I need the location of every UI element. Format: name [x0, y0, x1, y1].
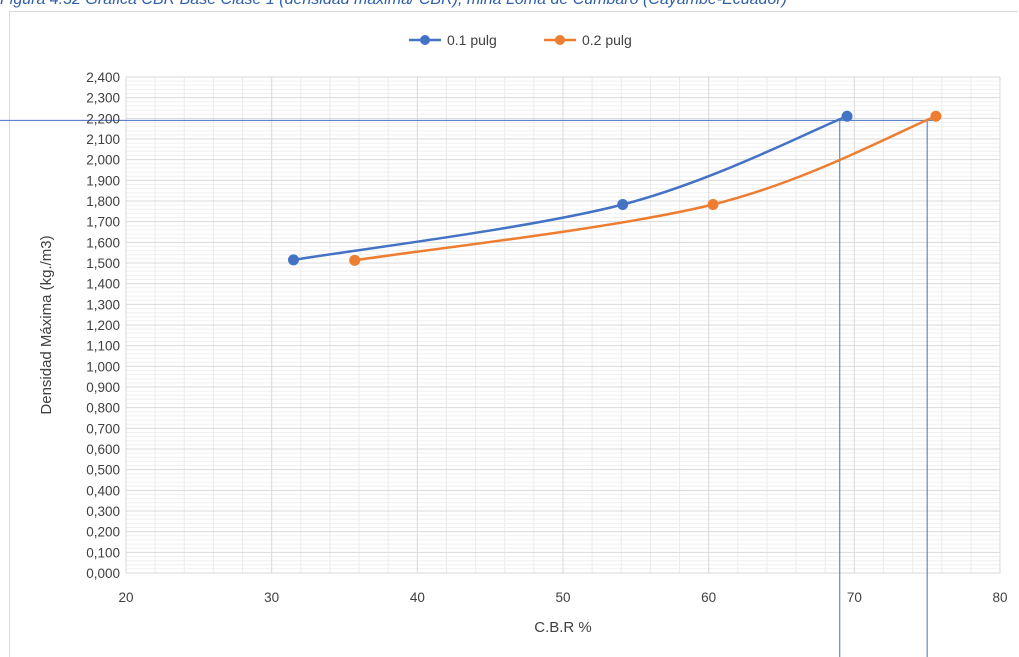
y-tick-label: 1,100 [86, 339, 120, 354]
y-tick-label: 2,000 [86, 153, 120, 168]
y-tick-label: 0,100 [86, 545, 120, 560]
legend-swatch-marker [555, 35, 565, 45]
y-tick-label: 1,500 [86, 256, 120, 271]
series-line-1 [292, 115, 849, 262]
data-point [930, 110, 942, 122]
y-tick-label: 1,200 [86, 318, 120, 333]
x-tick-label: 60 [701, 590, 716, 605]
figure-caption: Figura 4.32 Gráfica CBR Base Clase 1 (de… [0, 0, 1019, 10]
chart-frame [9, 11, 1018, 657]
x-axis-title: C.B.R % [534, 619, 592, 636]
y-tick-label: 2,200 [86, 111, 120, 126]
y-tick-label: 0,200 [86, 525, 120, 540]
legend-swatch-marker [420, 35, 430, 45]
y-tick-label: 1,800 [86, 194, 120, 209]
data-point [707, 199, 719, 211]
reference-lines [0, 119, 936, 657]
y-tick-label: 1,600 [86, 235, 120, 250]
data-point [349, 254, 361, 266]
x-tick-label: 50 [555, 590, 570, 605]
y-tick-label: 2,300 [86, 91, 120, 106]
y-tick-label: 1,900 [86, 173, 120, 188]
y-tick-label: 0,500 [86, 463, 120, 478]
y-tick-label: 0,800 [86, 401, 120, 416]
y-tick-label: 1,000 [86, 359, 120, 374]
x-tick-labels: 20 30 40 50 60 70 80 [118, 590, 1007, 605]
y-axis-title: Densidad Máxima (kg./m3) [38, 235, 55, 414]
y-tick-label: 0,700 [86, 421, 120, 436]
y-tick-label: 2,100 [86, 132, 120, 147]
y-tick-label: 0,300 [86, 504, 120, 519]
x-tick-label: 80 [992, 590, 1007, 605]
x-tick-label: 70 [847, 590, 862, 605]
data-point [841, 110, 853, 122]
y-tick-label: 1,700 [86, 215, 120, 230]
y-tick-label: 0,600 [86, 442, 120, 457]
y-tick-label: 0,900 [86, 380, 120, 395]
legend-label: 0.2 pulg [582, 32, 632, 48]
data-point [288, 254, 300, 266]
y-tick-label: 0,000 [86, 566, 120, 581]
legend-label: 0.1 pulg [447, 32, 497, 48]
y-tick-label: 2,400 [86, 70, 120, 85]
y-tick-label: 0,400 [86, 483, 120, 498]
y-tick-labels: 0,000 0,100 0,200 0,300 0,400 0,500 0,600 0,700… [86, 70, 120, 581]
y-tick-label: 1,400 [86, 277, 120, 292]
legend: 0.1 pulg 0.2 pulg [409, 32, 632, 48]
series-line-2 [353, 115, 938, 262]
grid [125, 76, 1001, 574]
x-tick-label: 30 [264, 590, 279, 605]
x-tick-label: 20 [118, 590, 133, 605]
x-tick-label: 40 [410, 590, 425, 605]
y-tick-label: 1,300 [86, 297, 120, 312]
data-point [617, 199, 629, 211]
series-group [288, 110, 942, 266]
